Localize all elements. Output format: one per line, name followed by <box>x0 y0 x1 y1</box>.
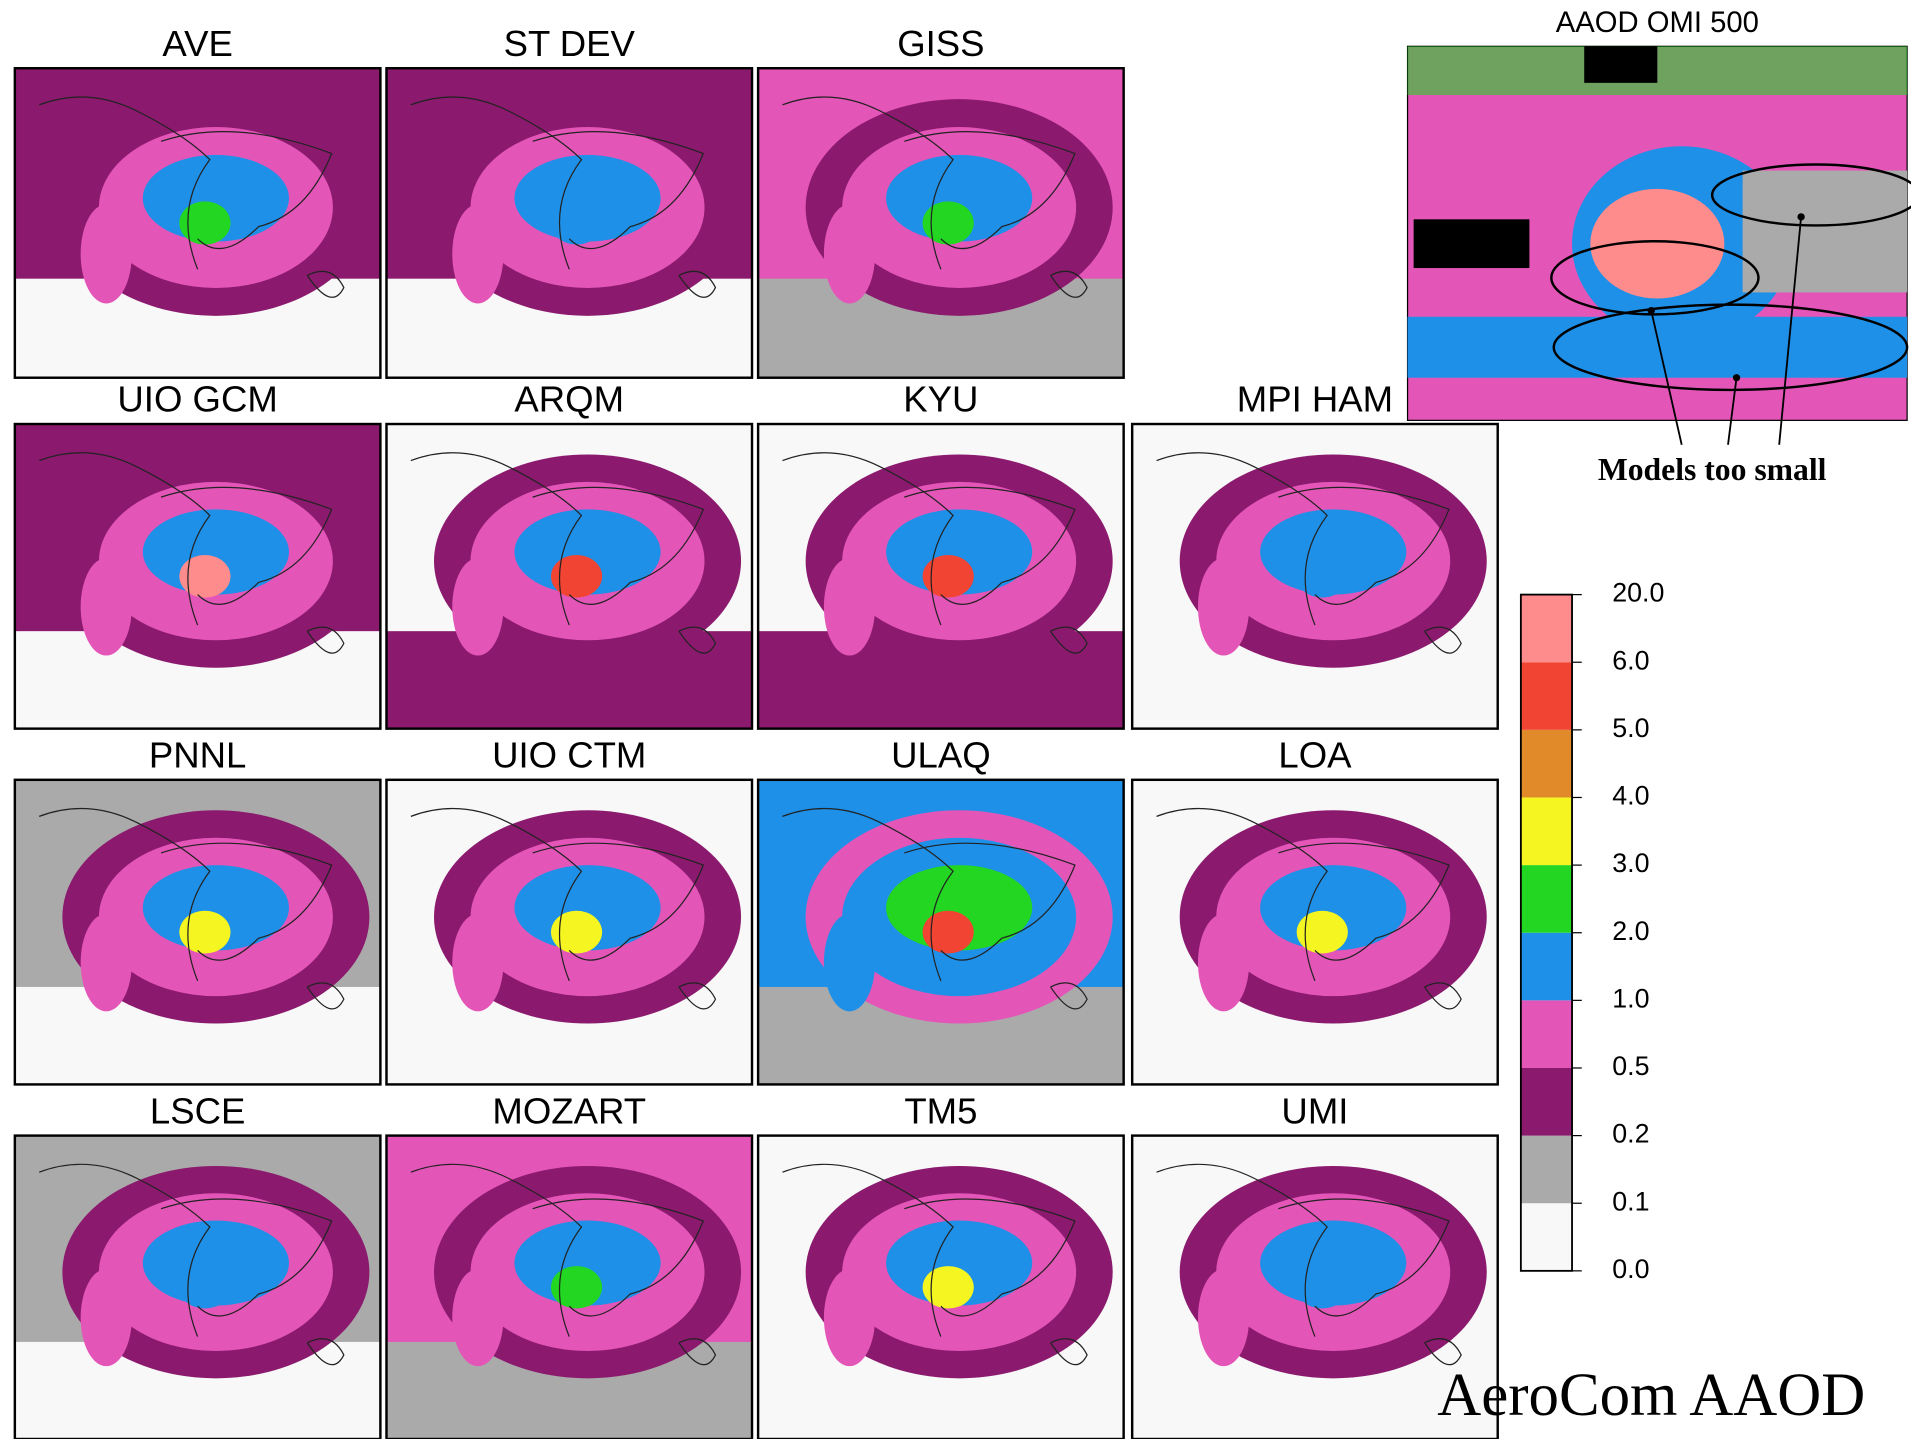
panel-title: LOA <box>1278 735 1352 776</box>
arrow-head <box>1797 213 1804 220</box>
panel-title: MPI HAM <box>1237 379 1393 420</box>
panel-title: TM5 <box>904 1090 977 1131</box>
map-panel: AVE <box>15 23 381 378</box>
colorbar-segment <box>1521 730 1572 798</box>
omi-inset: AAOD OMI 500 <box>1408 7 1911 445</box>
map-region <box>452 204 503 303</box>
colorbar-label: 2.0 <box>1612 916 1649 946</box>
colorbar-segment <box>1521 1068 1572 1136</box>
panel-title: AVE <box>162 23 232 64</box>
map-hotspot <box>551 555 602 598</box>
map-hotspot <box>1297 555 1348 598</box>
map-region <box>81 1269 132 1366</box>
map-hotspot <box>551 201 602 244</box>
map-region <box>824 1269 875 1366</box>
map-region <box>81 558 132 655</box>
panel-title: ARQM <box>514 379 624 420</box>
map-panel: LSCE <box>15 1090 381 1439</box>
map-panel: MOZART <box>386 1090 752 1439</box>
map-hotspot <box>551 1266 602 1308</box>
map-hotspot <box>179 201 230 244</box>
map-region <box>824 914 875 1011</box>
colorbar-segment <box>1521 595 1572 663</box>
colorbar-segment <box>1521 1203 1572 1271</box>
map-panel: UIO GCM <box>15 379 381 729</box>
map-region <box>452 914 503 1011</box>
annotation: Models too small <box>1598 452 1827 487</box>
map-region <box>1198 914 1249 1011</box>
map-panel: KYU <box>758 379 1124 729</box>
colorbar-segment <box>1521 797 1572 865</box>
footer: AeroCom AAOD <box>1437 1362 1865 1429</box>
map-region <box>452 1269 503 1366</box>
map-panel: ST DEV <box>386 23 752 378</box>
colorbar-label: 3.0 <box>1612 848 1649 878</box>
panel-title: MOZART <box>492 1090 646 1131</box>
inset-black <box>1584 46 1657 83</box>
panel-title: UMI <box>1281 1090 1348 1131</box>
map-panel: MPI HAM <box>1132 379 1498 729</box>
colorbar-label: 1.0 <box>1612 983 1649 1013</box>
map-hotspot <box>551 911 602 954</box>
map-panel: UIO CTM <box>386 735 752 1085</box>
arrow-head <box>1733 374 1740 381</box>
map-region <box>452 558 503 655</box>
inset-black <box>1414 219 1530 268</box>
map-region <box>824 204 875 303</box>
map-region <box>1198 558 1249 655</box>
inset-south <box>1408 317 1908 378</box>
map-panel: TM5 <box>758 1090 1124 1439</box>
map-region <box>824 558 875 655</box>
map-region <box>1198 1269 1249 1366</box>
map-panel: PNNL <box>15 735 381 1085</box>
figure: AVE ST DEV GISS UIO GCM ARQM KYU MPI HAM PNNL UI… <box>0 0 1911 1439</box>
map-hotspot <box>1297 911 1348 954</box>
colorbar-label: 5.0 <box>1612 713 1649 743</box>
map-panel: GISS <box>758 23 1124 378</box>
map-panel: ULAQ <box>758 735 1124 1085</box>
colorbar-label: 0.1 <box>1612 1186 1649 1216</box>
colorbar-label: 0.2 <box>1612 1119 1649 1149</box>
arrow-head <box>1648 307 1655 314</box>
panel-title: PNNL <box>149 735 247 776</box>
colorbar-segment <box>1521 865 1572 933</box>
map-hotspot <box>923 911 974 954</box>
inset-ocean <box>1743 171 1907 293</box>
map-hotspot <box>179 555 230 598</box>
panel-title: KYU <box>903 379 978 420</box>
panel-title: GISS <box>897 23 984 64</box>
panel-title: ST DEV <box>504 23 636 64</box>
colorbar-segment <box>1521 1000 1572 1068</box>
inset-title: AAOD OMI 500 <box>1556 7 1759 39</box>
map-hotspot <box>923 1266 974 1308</box>
map-hotspot <box>1297 1266 1348 1308</box>
colorbar: 0.0 0.1 0.2 0.5 1.0 2.0 3.0 4.0 5.0 6.0 20.0 <box>1521 578 1665 1284</box>
colorbar-segment <box>1521 933 1572 1001</box>
colorbar-segment <box>1521 1136 1572 1204</box>
panel-title: ULAQ <box>891 735 991 776</box>
map-hotspot <box>923 555 974 598</box>
map-panels: AVE ST DEV GISS UIO GCM ARQM KYU MPI HAM PNNL UI… <box>15 23 1498 1439</box>
map-panel: LOA <box>1132 735 1498 1085</box>
colorbar-label: 20.0 <box>1612 578 1664 608</box>
colorbar-label: 0.5 <box>1612 1051 1649 1081</box>
panel-title: UIO CTM <box>492 735 646 776</box>
panel-title: LSCE <box>150 1090 245 1131</box>
colorbar-label: 4.0 <box>1612 781 1649 811</box>
map-region <box>81 914 132 1011</box>
map-region <box>81 204 132 303</box>
panel-title: UIO GCM <box>117 379 277 420</box>
colorbar-label: 6.0 <box>1612 645 1649 675</box>
map-panel: ARQM <box>386 379 752 729</box>
map-hotspot <box>923 201 974 244</box>
map-hotspot <box>179 1266 230 1308</box>
colorbar-label: 0.0 <box>1612 1254 1649 1284</box>
map-hotspot <box>179 911 230 954</box>
colorbar-segment <box>1521 662 1572 730</box>
